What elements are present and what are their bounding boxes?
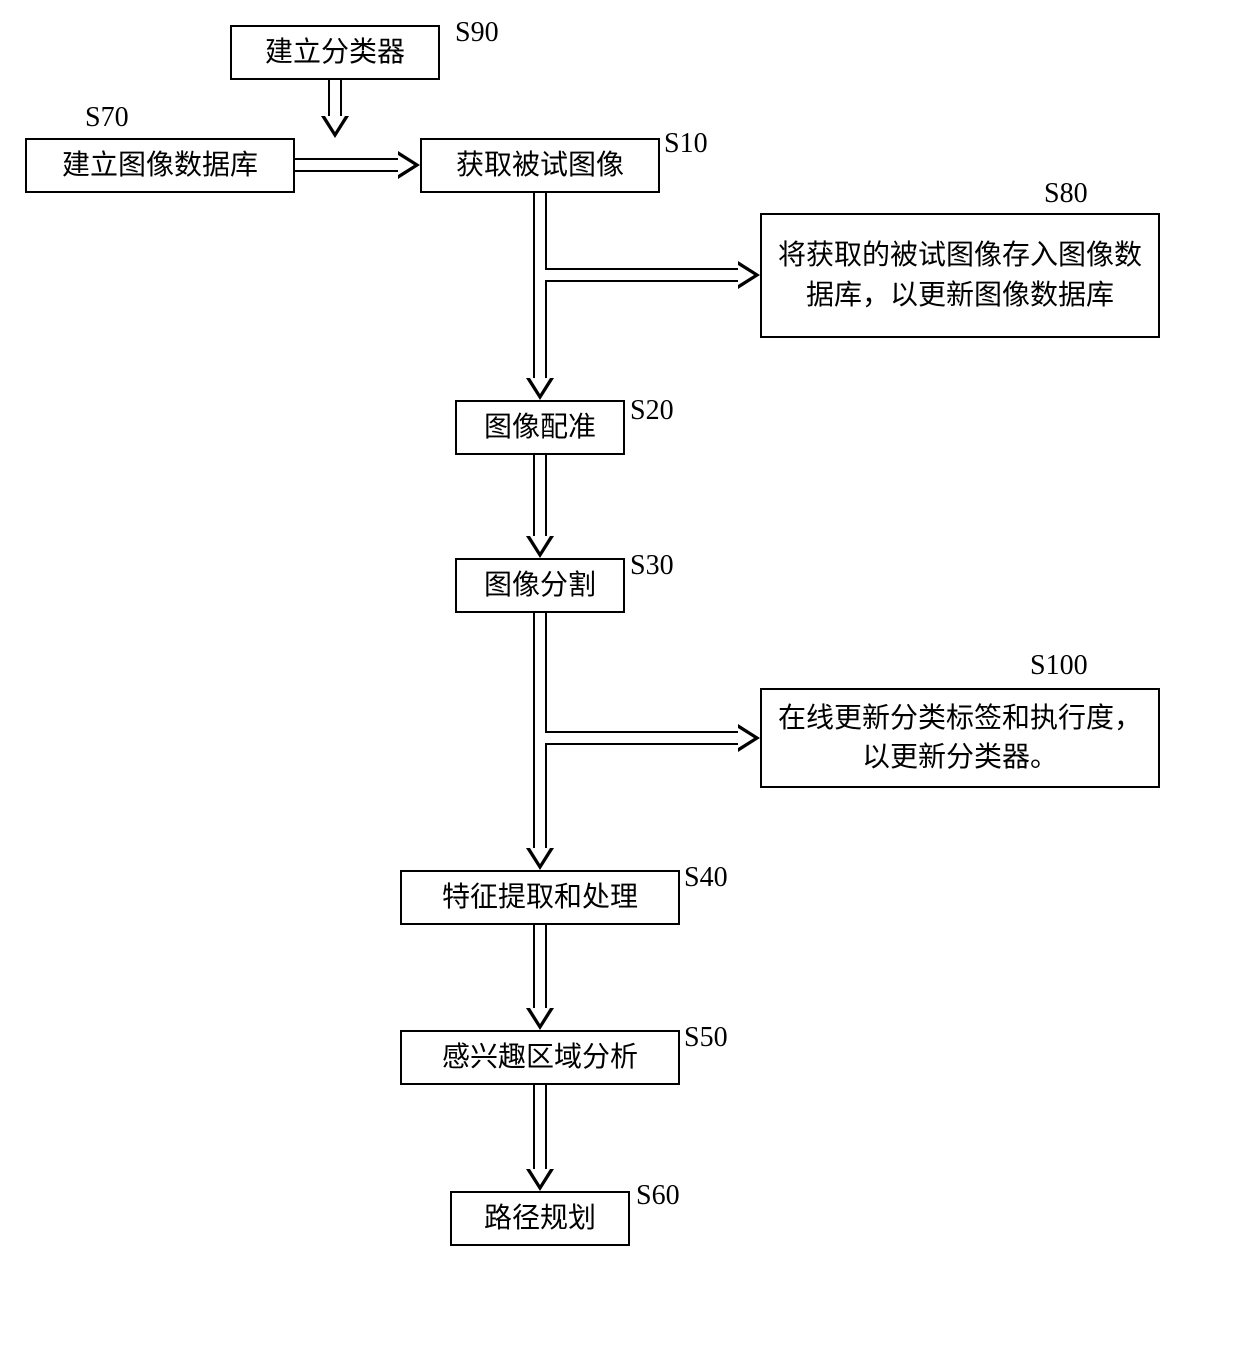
code-s100: S100 [1030,650,1088,682]
node-label: 感兴趣区域分析 [442,1038,638,1077]
node-s90: 建立分类器 [230,25,440,80]
node-s100: 在线更新分类标签和执行度，以更新分类器。 [760,688,1160,788]
node-s40: 特征提取和处理 [400,870,680,925]
code-s70: S70 [85,102,129,134]
arrow-s40-s50 [533,925,547,1008]
arrow-head-icon [526,536,554,558]
node-label: 将获取的被试图像存入图像数据库，以更新图像数据库 [774,236,1146,314]
code-s60: S60 [636,1180,680,1212]
arrow-s90-s10 [328,80,342,116]
node-label: 路径规划 [484,1199,596,1238]
node-s50: 感兴趣区域分析 [400,1030,680,1085]
code-s50: S50 [684,1022,728,1054]
code-s80: S80 [1044,178,1088,210]
arrow-head-icon [321,116,349,138]
node-s60: 路径规划 [450,1191,630,1246]
node-label: 图像分割 [484,566,596,605]
arrow-head-icon [398,151,420,179]
arrow-head-icon [738,261,760,289]
node-s80: 将获取的被试图像存入图像数据库，以更新图像数据库 [760,213,1160,338]
node-label: 在线更新分类标签和执行度，以更新分类器。 [774,699,1146,777]
node-s30: 图像分割 [455,558,625,613]
arrow-s20-s30 [533,455,547,536]
arrow-s30-s100 [545,731,738,745]
arrow-s10-s80 [545,268,738,282]
node-label: 建立分类器 [265,33,405,72]
arrow-s50-s60 [533,1085,547,1169]
node-s20: 图像配准 [455,400,625,455]
node-label: 获取被试图像 [456,146,624,185]
node-label: 特征提取和处理 [442,878,638,917]
node-label: 建立图像数据库 [62,146,258,185]
code-s90: S90 [455,17,499,49]
node-s10: 获取被试图像 [420,138,660,193]
code-s40: S40 [684,862,728,894]
code-s20: S20 [630,395,674,427]
arrow-head-icon [526,1008,554,1030]
arrow-head-icon [738,724,760,752]
arrow-s10-s20 [533,193,547,378]
arrow-head-icon [526,1169,554,1191]
node-s70: 建立图像数据库 [25,138,295,193]
node-label: 图像配准 [484,408,596,447]
arrow-head-icon [526,378,554,400]
code-s30: S30 [630,550,674,582]
arrow-s70-s10 [295,158,398,172]
code-s10: S10 [664,128,708,160]
arrow-head-icon [526,848,554,870]
